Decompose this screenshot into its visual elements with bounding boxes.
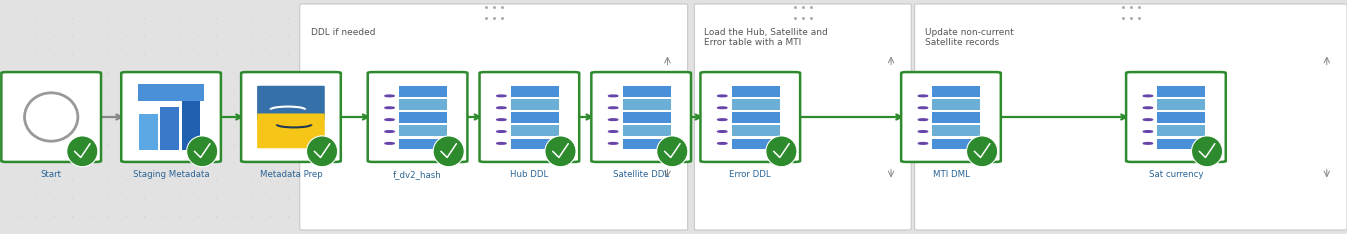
- Circle shape: [1144, 107, 1153, 109]
- Circle shape: [1144, 131, 1153, 132]
- FancyBboxPatch shape: [257, 86, 325, 121]
- FancyBboxPatch shape: [932, 139, 981, 149]
- FancyBboxPatch shape: [241, 72, 341, 162]
- FancyBboxPatch shape: [1157, 139, 1206, 149]
- Circle shape: [609, 131, 618, 132]
- Circle shape: [609, 95, 618, 97]
- Circle shape: [718, 95, 727, 97]
- FancyBboxPatch shape: [622, 112, 671, 123]
- FancyBboxPatch shape: [480, 72, 579, 162]
- FancyBboxPatch shape: [932, 112, 981, 123]
- FancyBboxPatch shape: [731, 125, 780, 136]
- Text: Start: Start: [40, 170, 62, 179]
- Text: Load the Hub, Satellite and
Error table with a MTI: Load the Hub, Satellite and Error table …: [704, 28, 828, 48]
- Circle shape: [385, 107, 395, 109]
- FancyBboxPatch shape: [511, 125, 559, 136]
- FancyBboxPatch shape: [1, 72, 101, 162]
- Circle shape: [385, 119, 395, 121]
- Ellipse shape: [967, 136, 998, 167]
- FancyBboxPatch shape: [182, 100, 201, 150]
- Circle shape: [919, 131, 928, 132]
- Circle shape: [385, 95, 395, 97]
- FancyBboxPatch shape: [731, 99, 780, 110]
- FancyBboxPatch shape: [731, 86, 780, 97]
- Text: Update non-current
Satellite records: Update non-current Satellite records: [925, 28, 1014, 48]
- Circle shape: [497, 143, 506, 144]
- Text: Hub DDL: Hub DDL: [511, 170, 548, 179]
- Ellipse shape: [1192, 136, 1223, 167]
- Circle shape: [718, 143, 727, 144]
- FancyBboxPatch shape: [399, 139, 447, 149]
- Circle shape: [497, 95, 506, 97]
- Text: f_dv2_hash: f_dv2_hash: [393, 170, 442, 179]
- Circle shape: [497, 107, 506, 109]
- FancyBboxPatch shape: [511, 112, 559, 123]
- FancyBboxPatch shape: [511, 99, 559, 110]
- Ellipse shape: [187, 136, 218, 167]
- Circle shape: [718, 107, 727, 109]
- FancyBboxPatch shape: [399, 125, 447, 136]
- FancyBboxPatch shape: [622, 139, 671, 149]
- Ellipse shape: [307, 136, 338, 167]
- Text: Staging Metadata: Staging Metadata: [133, 170, 209, 179]
- FancyBboxPatch shape: [1157, 112, 1206, 123]
- FancyBboxPatch shape: [1157, 86, 1206, 97]
- Text: Satellite DDL: Satellite DDL: [613, 170, 669, 179]
- FancyBboxPatch shape: [622, 86, 671, 97]
- FancyBboxPatch shape: [622, 125, 671, 136]
- FancyBboxPatch shape: [399, 99, 447, 110]
- FancyBboxPatch shape: [137, 84, 205, 100]
- Ellipse shape: [546, 136, 577, 167]
- Text: Error DDL: Error DDL: [730, 170, 770, 179]
- Circle shape: [609, 143, 618, 144]
- FancyBboxPatch shape: [299, 4, 687, 230]
- FancyBboxPatch shape: [731, 112, 780, 123]
- FancyBboxPatch shape: [399, 112, 447, 123]
- FancyBboxPatch shape: [695, 4, 911, 230]
- Circle shape: [1144, 95, 1153, 97]
- FancyBboxPatch shape: [1157, 99, 1206, 110]
- Text: MTI DML: MTI DML: [932, 170, 970, 179]
- Circle shape: [497, 131, 506, 132]
- Circle shape: [718, 119, 727, 121]
- Circle shape: [919, 143, 928, 144]
- FancyBboxPatch shape: [901, 72, 1001, 162]
- Ellipse shape: [434, 136, 465, 167]
- FancyBboxPatch shape: [932, 86, 981, 97]
- FancyBboxPatch shape: [591, 72, 691, 162]
- FancyBboxPatch shape: [622, 99, 671, 110]
- Ellipse shape: [657, 136, 688, 167]
- FancyBboxPatch shape: [368, 72, 467, 162]
- FancyBboxPatch shape: [932, 125, 981, 136]
- Circle shape: [1144, 119, 1153, 121]
- FancyBboxPatch shape: [399, 86, 447, 97]
- FancyBboxPatch shape: [511, 86, 559, 97]
- Ellipse shape: [67, 136, 98, 167]
- Circle shape: [609, 107, 618, 109]
- Circle shape: [497, 119, 506, 121]
- Circle shape: [919, 119, 928, 121]
- FancyBboxPatch shape: [160, 107, 179, 150]
- FancyBboxPatch shape: [932, 99, 981, 110]
- Text: Sat currency: Sat currency: [1149, 170, 1203, 179]
- Circle shape: [385, 131, 395, 132]
- FancyBboxPatch shape: [121, 72, 221, 162]
- FancyBboxPatch shape: [915, 4, 1347, 230]
- FancyBboxPatch shape: [257, 113, 325, 148]
- Circle shape: [609, 119, 618, 121]
- Circle shape: [385, 143, 395, 144]
- Text: DDL if needed: DDL if needed: [311, 28, 376, 37]
- Circle shape: [919, 95, 928, 97]
- Ellipse shape: [766, 136, 797, 167]
- FancyBboxPatch shape: [139, 114, 158, 150]
- FancyBboxPatch shape: [700, 72, 800, 162]
- FancyBboxPatch shape: [1126, 72, 1226, 162]
- Text: Metadata Prep: Metadata Prep: [260, 170, 322, 179]
- Circle shape: [919, 107, 928, 109]
- FancyBboxPatch shape: [1157, 125, 1206, 136]
- FancyBboxPatch shape: [511, 139, 559, 149]
- FancyBboxPatch shape: [731, 139, 780, 149]
- Circle shape: [718, 131, 727, 132]
- Circle shape: [1144, 143, 1153, 144]
